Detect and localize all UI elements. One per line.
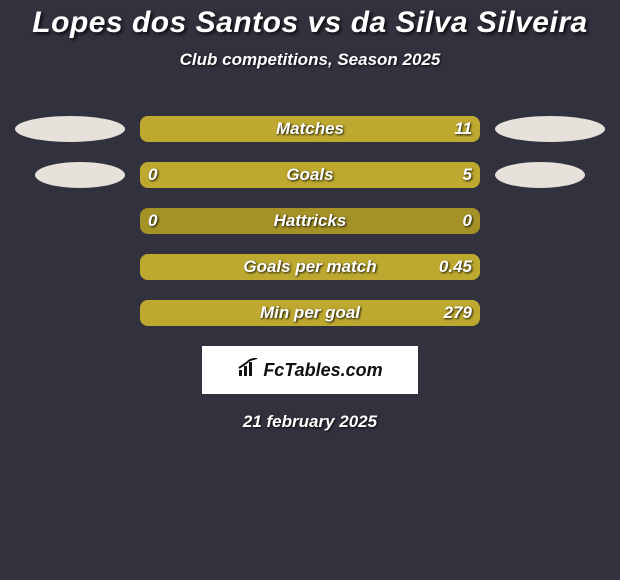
stat-bar: Matches 11 <box>140 116 480 142</box>
stat-bar: Goals per match 0.45 <box>140 254 480 280</box>
stat-right-value: 0.45 <box>439 257 472 277</box>
stat-right-value: 5 <box>463 165 472 185</box>
player-right-ellipse <box>495 116 605 142</box>
stat-name: Hattricks <box>274 211 347 231</box>
stat-bar-right-fill <box>208 162 480 188</box>
page-title: Lopes dos Santos vs da Silva Silveira <box>0 0 620 40</box>
player-right-ellipse <box>495 162 585 188</box>
branding-box: FcTables.com <box>202 346 418 394</box>
stat-name: Goals <box>286 165 333 185</box>
stat-row: 0 Goals 5 <box>0 162 620 188</box>
page-subtitle: Club competitions, Season 2025 <box>0 50 620 70</box>
stat-right-value: 279 <box>444 303 472 323</box>
stat-row: Min per goal 279 <box>0 300 620 326</box>
stat-right-value: 11 <box>454 119 472 139</box>
date-label: 21 february 2025 <box>0 412 620 432</box>
player-left-ellipse <box>35 162 125 188</box>
comparison-chart: Matches 11 0 Goals 5 0 Hattricks 0 Goals per mat… <box>0 116 620 326</box>
stat-bar: 0 Hattricks 0 <box>140 208 480 234</box>
stat-name: Min per goal <box>260 303 360 323</box>
branding-text: FcTables.com <box>263 360 382 381</box>
player-left-ellipse <box>15 116 125 142</box>
stat-right-value: 0 <box>463 211 472 231</box>
stat-bar: Min per goal 279 <box>140 300 480 326</box>
stat-left-value: 0 <box>148 211 157 231</box>
stat-row: 0 Hattricks 0 <box>0 208 620 234</box>
stat-row: Goals per match 0.45 <box>0 254 620 280</box>
stat-left-value: 0 <box>148 165 157 185</box>
stat-row: Matches 11 <box>0 116 620 142</box>
stat-bar: 0 Goals 5 <box>140 162 480 188</box>
stat-name: Matches <box>276 119 344 139</box>
stat-name: Goals per match <box>243 257 376 277</box>
bar-chart-icon <box>237 358 263 383</box>
